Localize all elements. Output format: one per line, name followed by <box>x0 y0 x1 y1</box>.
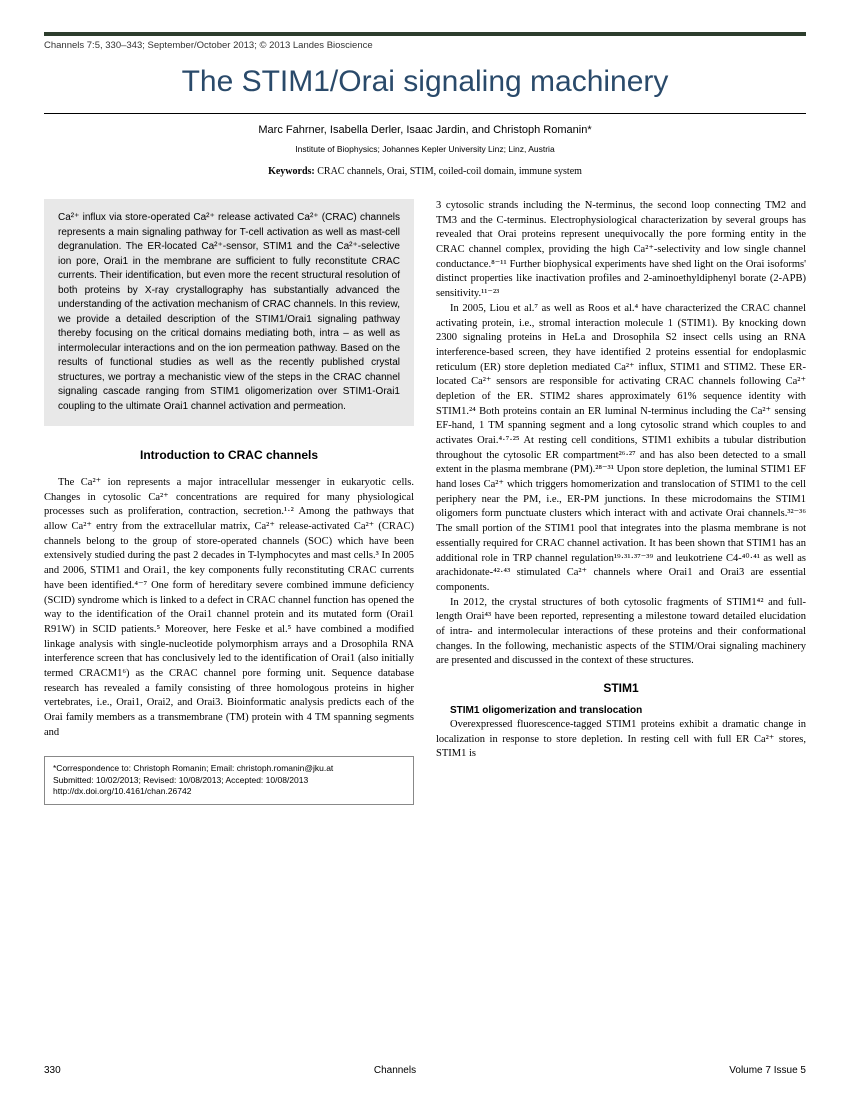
right-p2: In 2005, Liou et al.⁷ as well as Roos et… <box>436 302 806 596</box>
stim1-paragraph: Overexpressed fluorescence-tagged STIM1 … <box>436 718 806 762</box>
journal-name: Channels <box>374 1065 416 1076</box>
article-title: The STIM1/Orai signaling machinery <box>44 65 806 99</box>
two-column-layout: Ca²⁺ influx via store-operated Ca²⁺ rele… <box>44 199 806 805</box>
right-body: 3 cytosolic strands including the N-term… <box>436 199 806 669</box>
volume-issue: Volume 7 Issue 5 <box>729 1065 806 1076</box>
left-column: Ca²⁺ influx via store-operated Ca²⁺ rele… <box>44 199 414 805</box>
top-rule <box>44 32 806 36</box>
sub-heading-oligomerization: STIM1 oligomerization and translocation <box>436 705 806 716</box>
correspondence-line3: http://dx.doi.org/10.4161/chan.26742 <box>53 786 405 797</box>
abstract-box: Ca²⁺ influx via store-operated Ca²⁺ rele… <box>44 199 414 426</box>
intro-heading: Introduction to CRAC channels <box>44 448 414 462</box>
title-rule <box>44 113 806 114</box>
right-column: 3 cytosolic strands including the N-term… <box>436 199 806 805</box>
affiliation: Institute of Biophysics; Johannes Kepler… <box>44 144 806 154</box>
stim1-heading: STIM1 <box>436 681 806 695</box>
right-p3: In 2012, the crystal structures of both … <box>436 596 806 669</box>
stim1-body: Overexpressed fluorescence-tagged STIM1 … <box>436 718 806 762</box>
correspondence-line2: Submitted: 10/02/2013; Revised: 10/08/20… <box>53 775 405 786</box>
publication-info: Channels 7:5, 330–343; September/October… <box>44 40 806 51</box>
intro-body: The Ca²⁺ ion represents a major intracel… <box>44 476 414 740</box>
correspondence-box: *Correspondence to: Christoph Romanin; E… <box>44 756 414 804</box>
abstract-text: Ca²⁺ influx via store-operated Ca²⁺ rele… <box>58 212 400 412</box>
intro-paragraph: The Ca²⁺ ion represents a major intracel… <box>44 476 414 740</box>
correspondence-line1: *Correspondence to: Christoph Romanin; E… <box>53 763 405 774</box>
keywords: Keywords: CRAC channels, Orai, STIM, coi… <box>44 166 806 177</box>
page-footer: 330 Channels Volume 7 Issue 5 <box>44 1065 806 1076</box>
authors: Marc Fahrner, Isabella Derler, Isaac Jar… <box>44 124 806 136</box>
keywords-label: Keywords: <box>268 166 315 177</box>
page-number: 330 <box>44 1065 61 1076</box>
keywords-text: CRAC channels, Orai, STIM, coiled-coil d… <box>315 166 582 177</box>
right-p1: 3 cytosolic strands including the N-term… <box>436 199 806 302</box>
